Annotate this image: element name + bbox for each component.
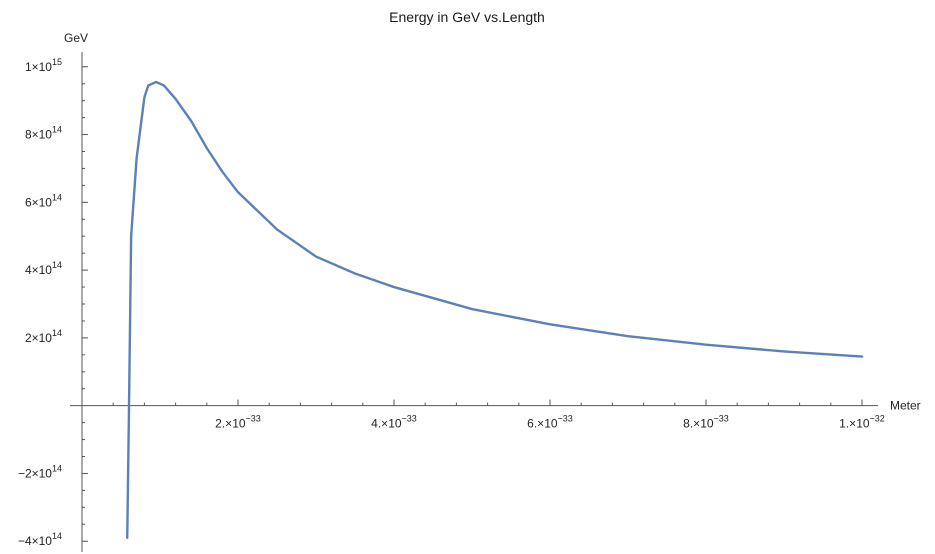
x-tick-label: 2.×10−33 [215,414,261,431]
y-tick-label: 6×1014 [25,192,62,209]
y-tick-label: 2×1014 [25,328,62,345]
y-tick-label: 4×1014 [25,260,62,277]
y-tick-label: −4×1014 [18,531,62,548]
x-axis-label: Meter [890,399,921,413]
x-tick-label: 8.×10−33 [683,414,729,431]
chart-title: Energy in GeV vs.Length [389,9,545,25]
y-tick-label: 1×1015 [25,57,62,74]
x-tick-label: 4.×10−33 [371,414,417,431]
series-line [126,80,864,540]
tick-group: 2.×10−33 4.×10−33 6.×10−33 8.×10−33 1.×10−32… [18,57,885,548]
y-tick-label: −2×1014 [18,463,62,480]
y-tick-label: 8×1014 [25,125,62,142]
x-tick-label: 6.×10−33 [527,414,573,431]
y-axis-label: GeV [64,31,88,45]
x-tick-label: 1.×10−32 [839,414,885,431]
series-group [126,80,864,540]
